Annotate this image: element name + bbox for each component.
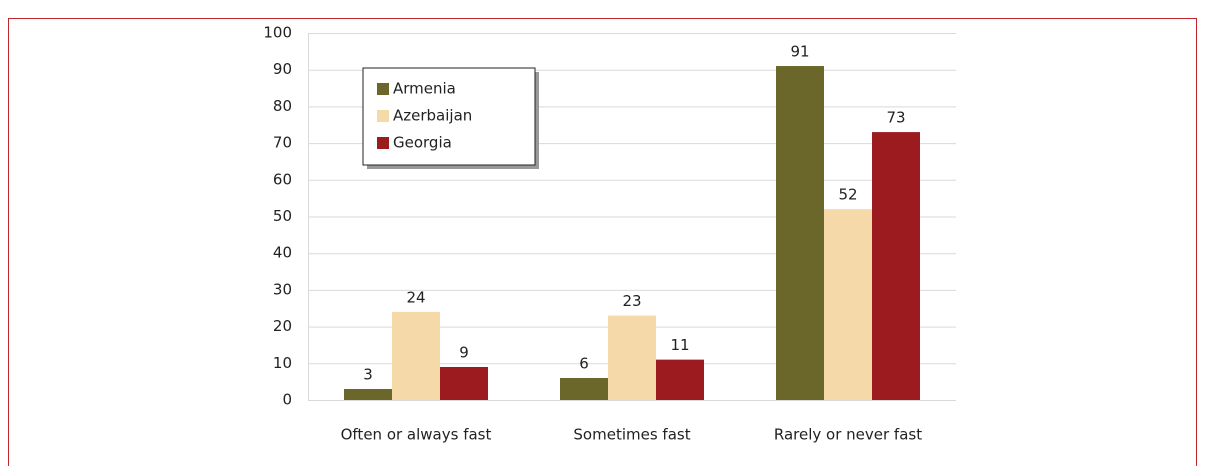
y-tick-label: 30: [273, 280, 292, 298]
legend-label: Georgia: [393, 134, 452, 152]
data-label: 91: [790, 43, 809, 61]
bar: [440, 366, 488, 400]
y-tick-label: 10: [273, 354, 292, 372]
bar: [776, 66, 824, 400]
bar: [560, 377, 608, 400]
data-label: 6: [579, 354, 589, 372]
frame: [8, 18, 1197, 466]
legend-swatch: [377, 83, 389, 95]
data-label: 9: [459, 343, 469, 361]
legend-swatch: [377, 110, 389, 122]
x-tick-label: Often or always fast: [341, 426, 492, 444]
data-label: 23: [622, 292, 641, 310]
bar: [656, 359, 704, 400]
bar: [608, 315, 656, 400]
legend-box: [362, 67, 536, 166]
data-label: 11: [670, 336, 689, 354]
y-tick-label: 60: [273, 170, 292, 188]
x-tick-label: Sometimes fast: [573, 426, 690, 444]
data-label: 52: [838, 186, 857, 204]
data-label: 24: [406, 288, 425, 306]
y-tick-label: 70: [273, 134, 292, 152]
bar: [392, 311, 440, 400]
y-tick-label: 90: [273, 60, 292, 78]
bar: [824, 209, 872, 400]
data-label: 73: [886, 109, 905, 127]
bar: [872, 132, 920, 400]
bar: [344, 388, 392, 400]
y-tick-label: 0: [282, 391, 292, 409]
legend-label: Azerbaijan: [393, 107, 472, 125]
legend-label: Armenia: [393, 80, 456, 98]
y-tick-label: 50: [273, 207, 292, 225]
legend-swatch: [377, 137, 389, 149]
data-label: 3: [363, 365, 373, 383]
x-tick-label: Rarely or never fast: [774, 426, 922, 444]
y-tick-label: 40: [273, 244, 292, 262]
y-tick-label: 100: [263, 24, 292, 42]
y-tick-label: 80: [273, 97, 292, 115]
y-tick-label: 20: [273, 317, 292, 335]
